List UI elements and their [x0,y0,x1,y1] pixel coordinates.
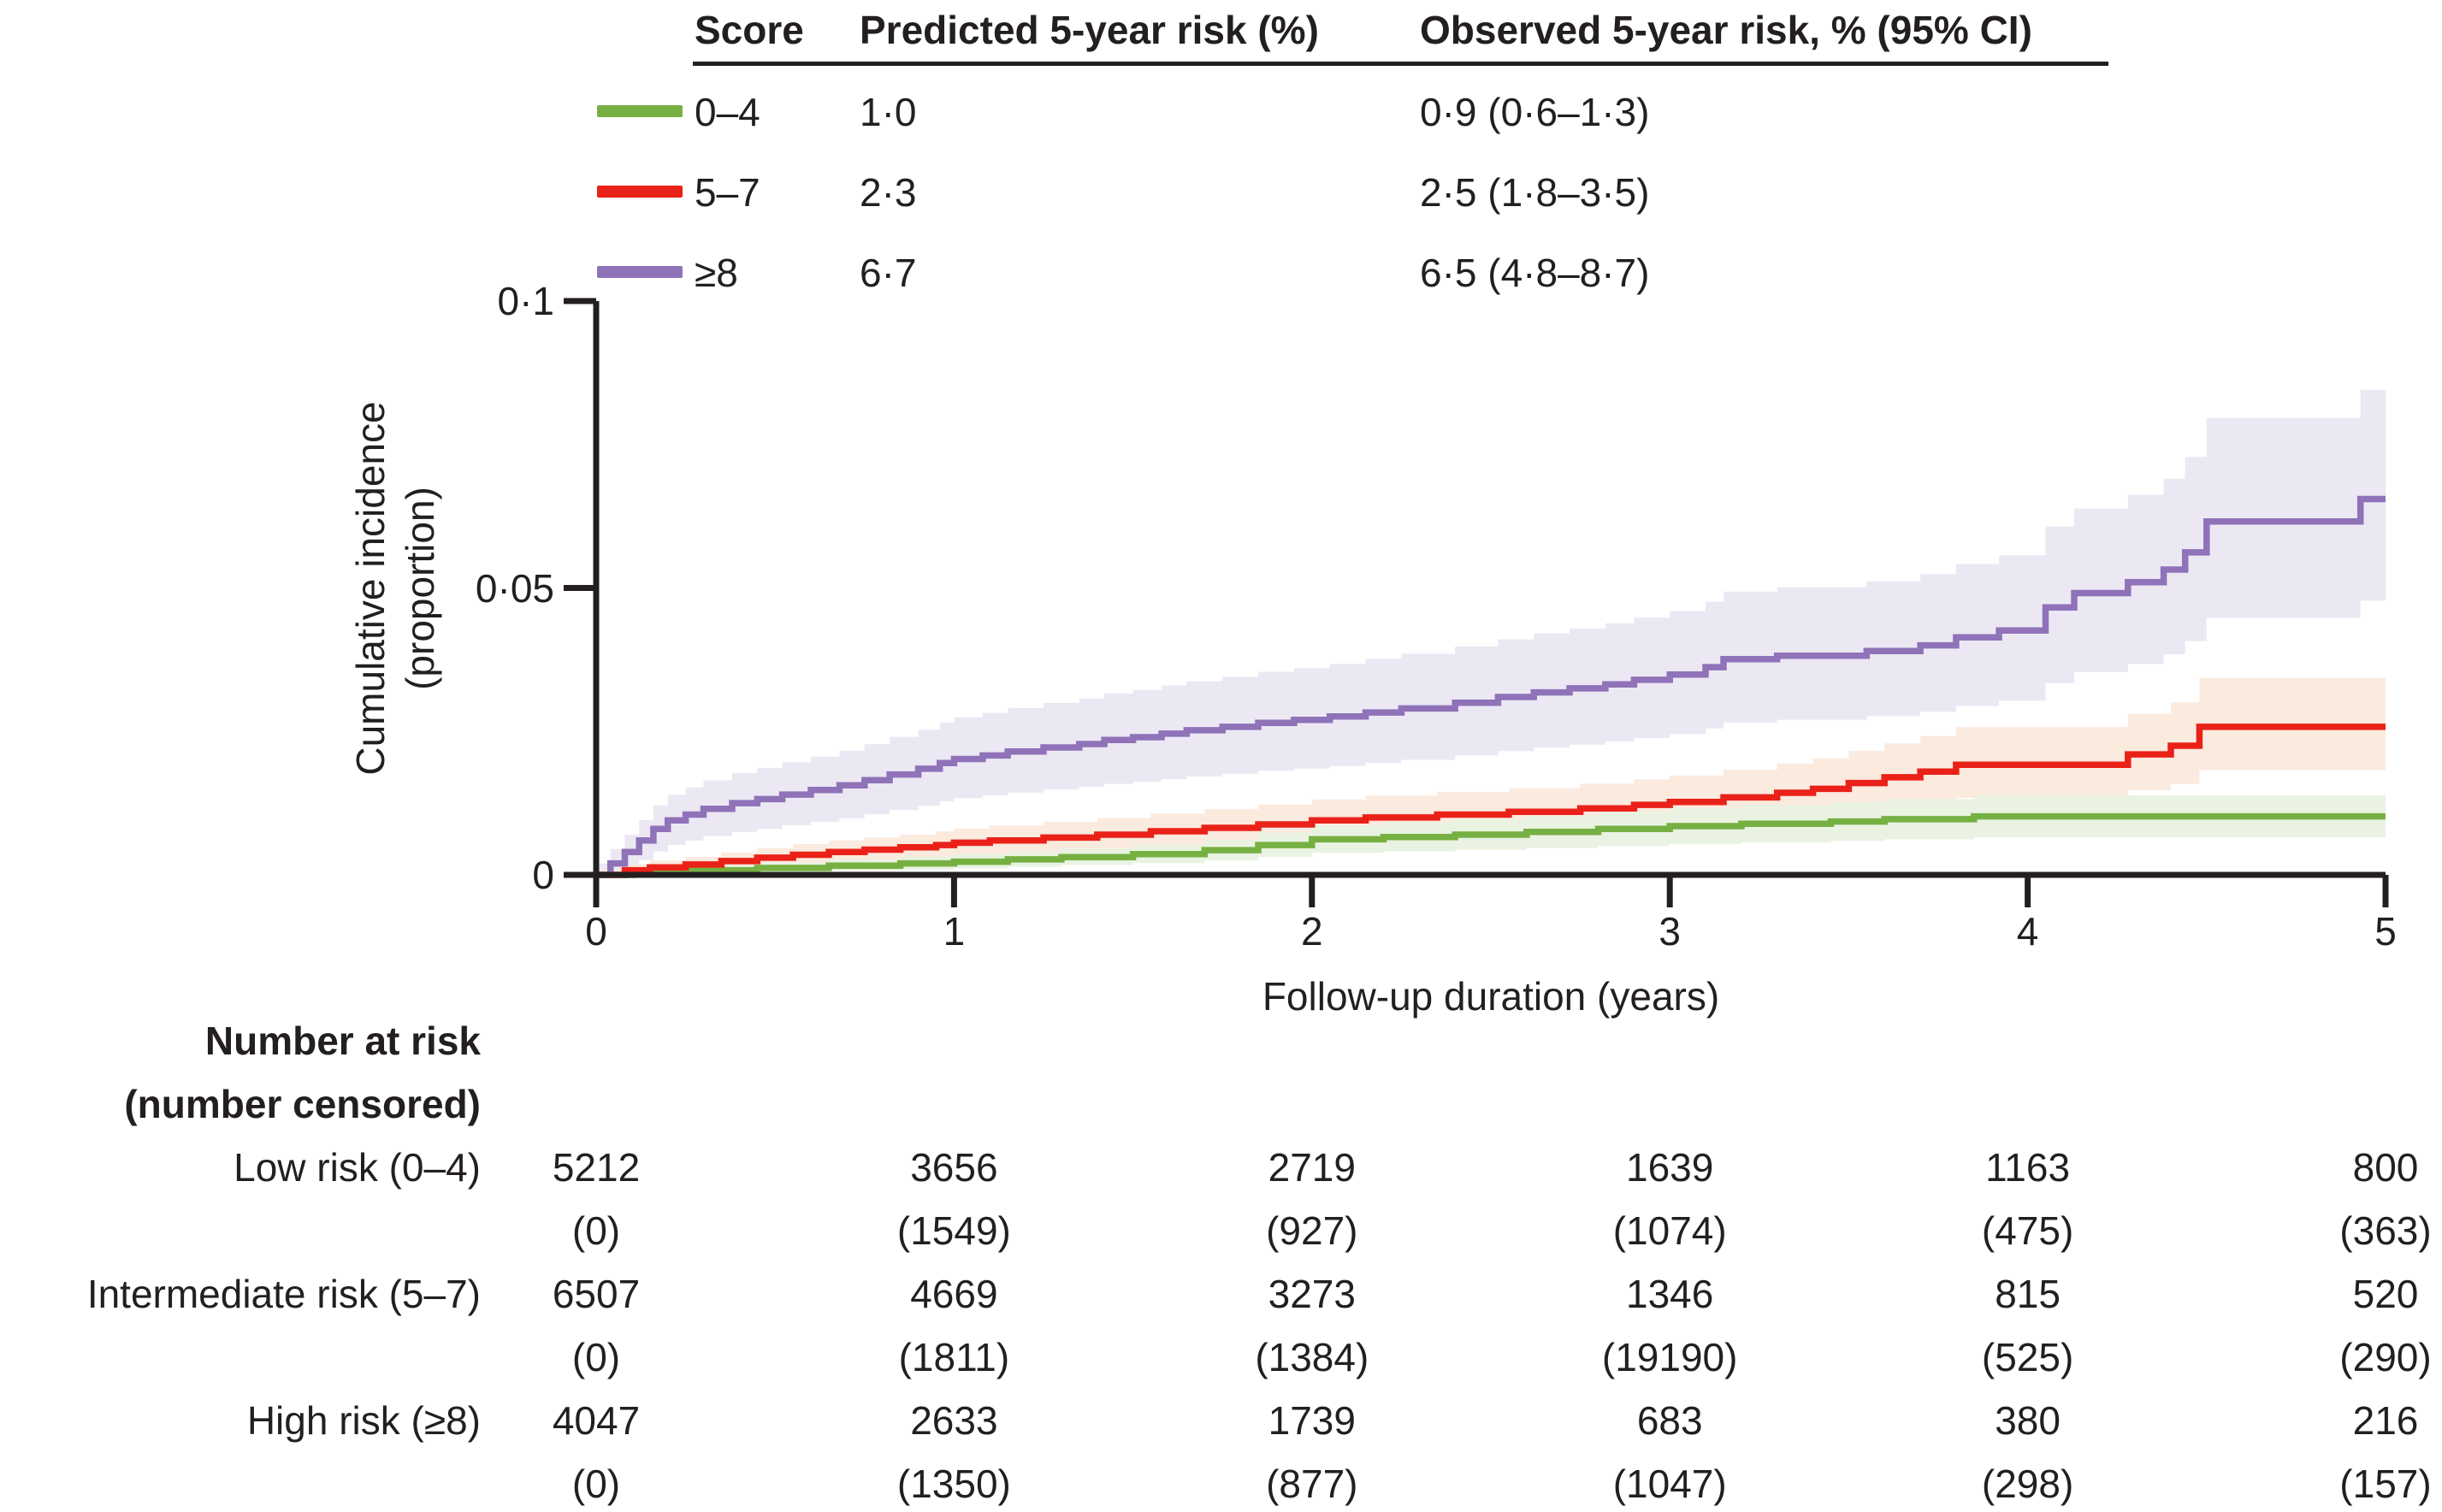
risk-count: 216 [2352,1398,2419,1443]
risk-censored: (1549) [896,1208,1011,1253]
risk-censored: (1047) [1612,1462,1727,1506]
legend-swatch-0–4 [597,105,683,117]
legend-swatch-≥8 [597,266,683,278]
risk-count: 3273 [1268,1272,1356,1316]
risk-censored: (0) [571,1335,621,1379]
risk-count: 520 [2352,1272,2419,1316]
legend-observed-value: 0·9 (0·6–1·3) [1420,90,1650,134]
risk-count: 6507 [552,1272,641,1316]
risk-count: 1346 [1626,1272,1714,1316]
risk-censored: (1074) [1612,1208,1727,1253]
risk-count: 2633 [910,1398,998,1443]
risk-table-header-line2: (number censored) [124,1082,481,1126]
x-tick-label-5: 5 [2374,909,2397,954]
x-tick-label-0: 0 [585,909,607,954]
risk-count: 815 [1995,1272,2061,1316]
risk-count: 5212 [552,1145,641,1190]
legend-predicted-value: 6·7 [860,251,917,295]
risk-count: 1739 [1268,1398,1356,1443]
risk-censored: (0) [571,1208,621,1253]
risk-row-label: High risk (≥8) [246,1398,481,1443]
risk-count: 3656 [910,1145,998,1190]
risk-censored: (927) [1266,1208,1358,1253]
ci-band-intermediate [596,677,2386,875]
legend-score: 5–7 [695,170,760,215]
legend-header-rule [693,62,2108,66]
risk-count: 1163 [1985,1145,2071,1190]
legend-observed-value: 2·5 (1·8–3·5) [1420,170,1650,215]
incidence-curve-high [596,495,2386,878]
legend-swatch-5–7 [597,186,683,198]
risk-censored: (298) [1981,1462,2074,1506]
risk-row-label: Low risk (0–4) [234,1145,481,1190]
legend-header-observed: Observed 5-year risk, % (95% CI) [1420,8,2032,52]
risk-count: 2719 [1268,1145,1356,1190]
legend-header-score: Score [695,8,804,52]
risk-censored: (1384) [1255,1335,1369,1379]
legend-score: ≥8 [695,251,738,295]
risk-censored: (0) [571,1462,621,1506]
x-tick-label-4: 4 [2016,909,2039,954]
legend-header-predicted: Predicted 5-year risk (%) [860,8,1319,52]
risk-table-header-line1: Number at risk [204,1019,481,1063]
x-tick-label-1: 1 [943,909,966,954]
risk-count: 683 [1636,1398,1703,1443]
risk-censored: (877) [1266,1462,1358,1506]
legend-predicted-value: 2·3 [860,170,917,215]
risk-censored: (157) [2339,1462,2432,1506]
risk-count: 4669 [910,1272,998,1316]
y-tick-label-0·1: 0·1 [497,279,554,323]
legend-predicted-value: 1·0 [860,90,917,134]
y-tick-label-0·05: 0·05 [475,565,554,611]
risk-censored: (363) [2339,1208,2432,1253]
risk-count: 380 [1995,1398,2061,1443]
risk-censored: (1811) [898,1335,1010,1379]
incidence-curve-low [596,812,2386,878]
x-axis-title: Follow-up duration (years) [1262,974,1720,1019]
risk-censored: (525) [1981,1335,2074,1379]
legend-observed-value: 6·5 (4·8–8·7) [1420,251,1650,295]
risk-censored: (290) [2339,1335,2432,1379]
x-tick-label-2: 2 [1301,909,1323,954]
risk-count: 1639 [1626,1145,1714,1190]
y-tick-label-0: 0 [532,853,554,897]
risk-censored: (1350) [896,1462,1011,1506]
risk-count: 800 [2352,1145,2419,1190]
incidence-curve-intermediate [596,724,2386,878]
risk-row-label: Intermediate risk (5–7) [86,1272,481,1316]
risk-censored: (475) [1981,1208,2074,1253]
risk-censored: (19190) [1601,1335,1738,1379]
risk-count: 4047 [552,1398,641,1443]
legend-score: 0–4 [695,90,760,134]
x-tick-label-3: 3 [1659,909,1681,954]
